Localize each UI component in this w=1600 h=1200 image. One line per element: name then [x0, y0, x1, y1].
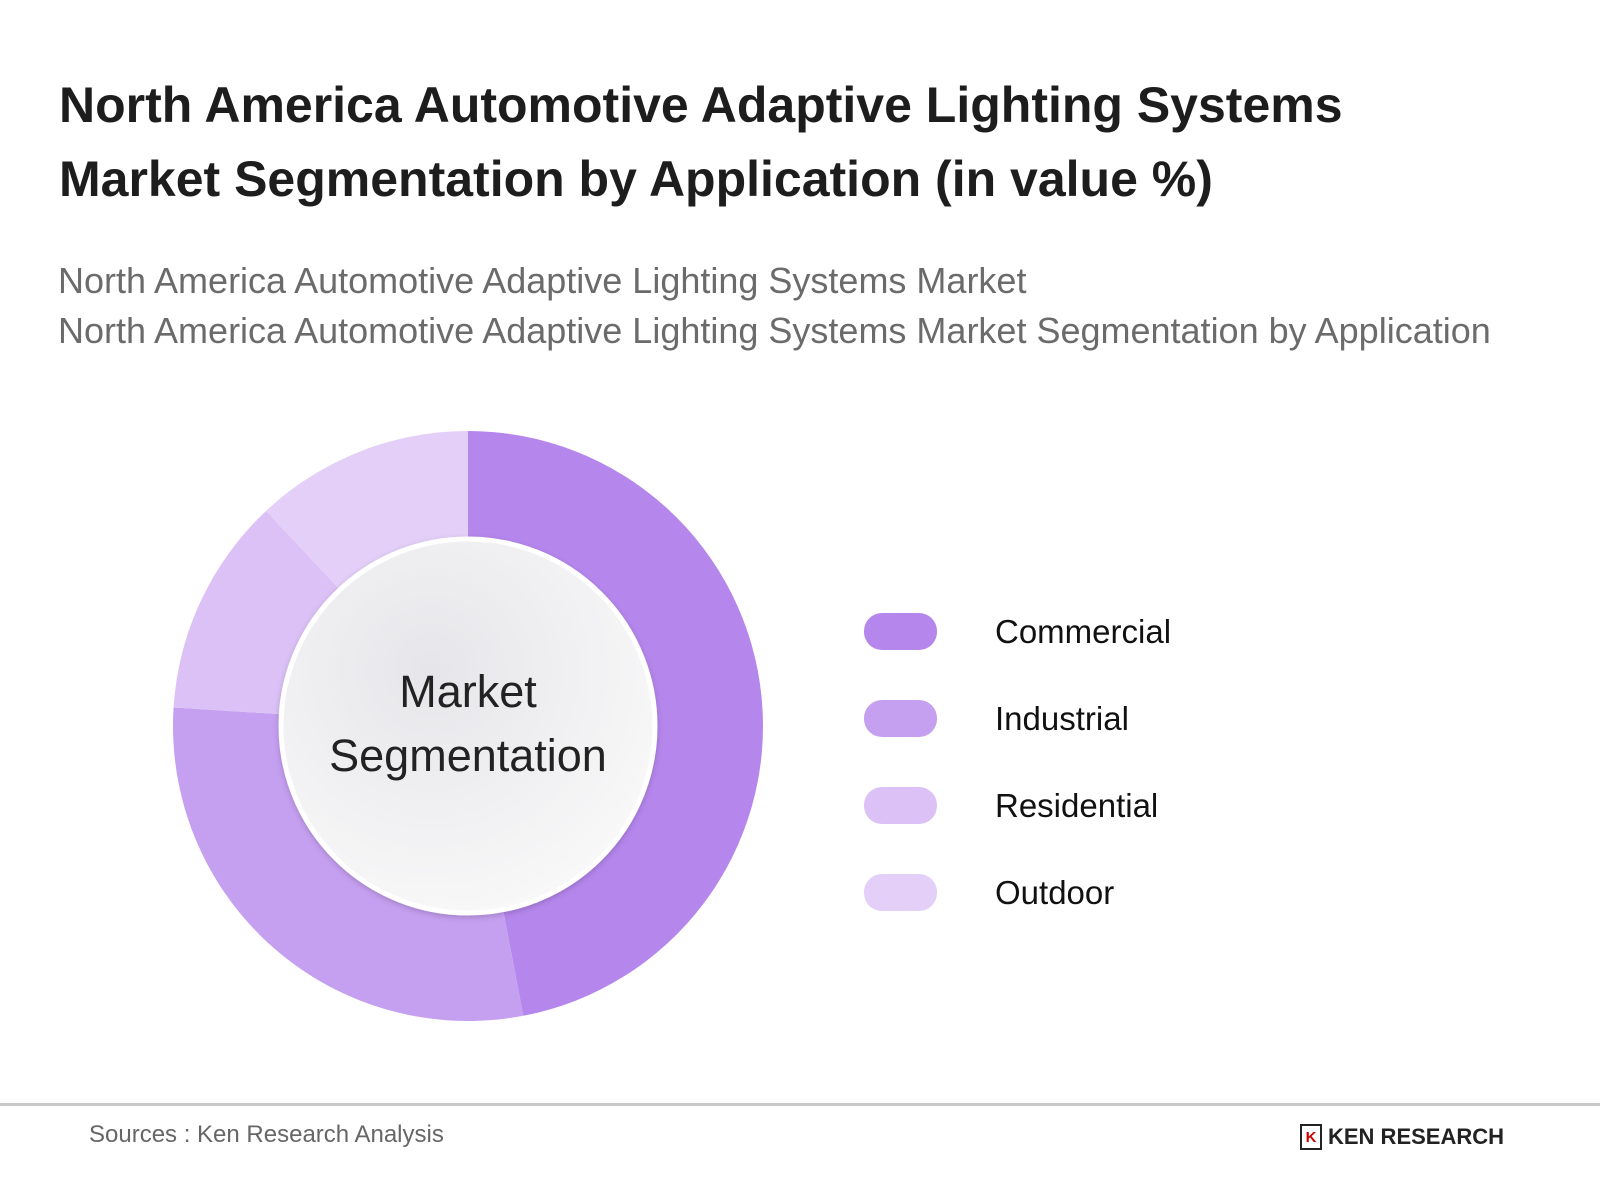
- legend-label: Outdoor: [995, 873, 1115, 911]
- legend-item-industrial: Industrial: [864, 675, 1171, 762]
- footer-divider: [0, 1103, 1600, 1106]
- subtitle-line-1: North America Automotive Adaptive Lighti…: [58, 260, 1027, 301]
- ken-research-logo: K KEN RESEARCH: [1300, 1124, 1504, 1150]
- logo-mark-icon: K: [1300, 1124, 1322, 1150]
- source-note: Sources : Ken Research Analysis: [89, 1121, 444, 1148]
- legend-item-commercial: Commercial: [864, 588, 1171, 675]
- legend-swatch: [864, 874, 937, 911]
- legend-swatch: [864, 613, 937, 650]
- legend-label: Industrial: [995, 699, 1129, 737]
- legend-swatch: [864, 700, 937, 737]
- legend-swatch: [864, 787, 937, 824]
- donut-center-disc: [278, 536, 658, 916]
- legend-label: Residential: [995, 786, 1159, 824]
- subtitle-line-2: North America Automotive Adaptive Lighti…: [58, 310, 1491, 351]
- donut-center-label: Market Segmentation: [329, 666, 607, 781]
- logo-text: KEN RESEARCH: [1328, 1124, 1505, 1149]
- legend-item-residential: Residential: [864, 762, 1171, 849]
- legend-label: Commercial: [995, 612, 1172, 650]
- legend: Commercial Industrial Residential Outdoo…: [864, 588, 1171, 936]
- legend-item-outdoor: Outdoor: [864, 849, 1171, 936]
- chart-title: North America Automotive Adaptive Lighti…: [59, 77, 1343, 207]
- chart-subtitle: North America Automotive Adaptive Lighti…: [58, 256, 1518, 356]
